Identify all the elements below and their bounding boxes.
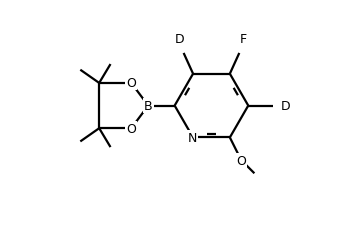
- Text: O: O: [236, 154, 246, 167]
- Text: F: F: [240, 33, 247, 46]
- Text: D: D: [280, 100, 290, 112]
- Text: B: B: [144, 100, 152, 112]
- Text: D: D: [175, 33, 185, 46]
- Text: O: O: [126, 77, 136, 90]
- Text: O: O: [126, 122, 136, 135]
- Text: N: N: [188, 132, 197, 145]
